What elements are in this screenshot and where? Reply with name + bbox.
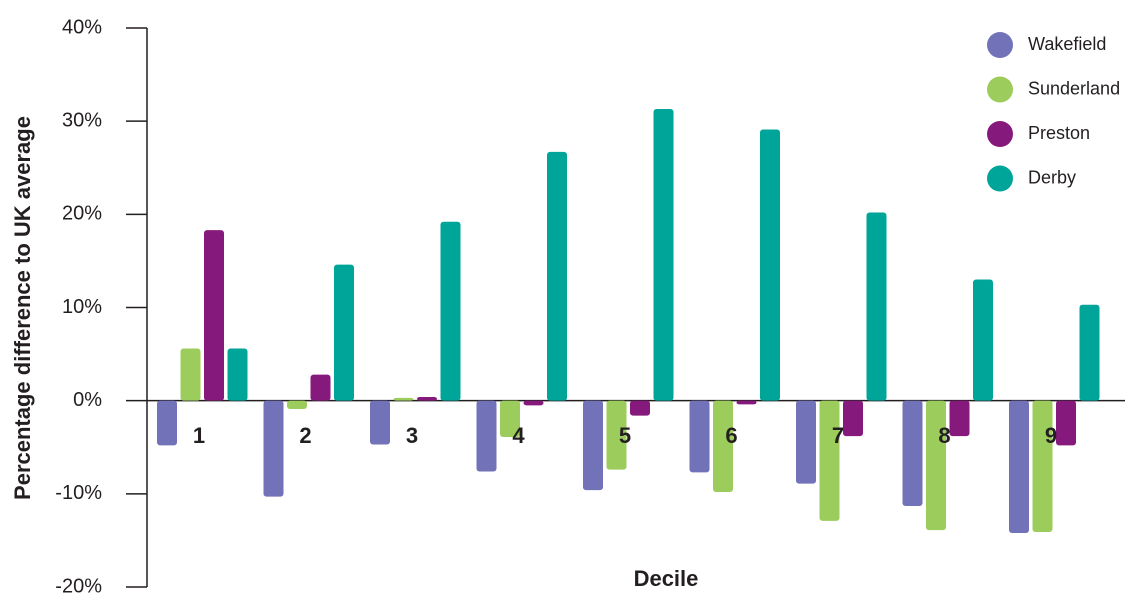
x-tick-label: 2 [299,423,311,448]
legend-marker [987,165,1013,192]
bar [370,400,390,445]
legend-marker [987,76,1013,103]
legend-label: Sunderland [1028,78,1120,98]
x-tick-label: 5 [619,423,631,448]
x-tick-label: 7 [832,423,844,448]
bar [606,400,627,470]
x-tick-label: 3 [406,423,418,448]
bar [866,212,887,401]
y-tick-label: 10% [62,296,102,318]
bar [1079,304,1100,401]
y-tick-label: -20% [55,575,102,597]
y-tick-label: 40% [62,16,102,38]
x-tick-label: 1 [193,423,205,448]
y-tick-label: -10% [55,482,102,504]
bar [1032,400,1053,533]
bar [736,400,757,405]
bar [796,400,816,484]
bar [227,348,248,401]
x-tick-label: 6 [725,423,737,448]
bar [973,279,993,401]
legend-marker [987,121,1013,147]
y-tick-label: 20% [62,203,102,225]
bar [500,400,520,438]
x-tick-label: 9 [1045,423,1057,448]
bar [476,400,497,472]
bar [949,400,970,437]
bar [653,109,674,401]
bar [1056,400,1076,446]
bar [334,264,354,401]
bar [180,348,201,401]
legend-label: Wakefield [1028,34,1106,54]
bar [547,151,567,401]
bar [1009,400,1029,533]
bar [583,400,603,491]
x-axis-title: Decile [634,566,699,591]
y-tick-label: 0% [73,389,102,411]
legend-label: Preston [1028,123,1090,143]
bar [630,400,650,416]
bar [689,400,710,473]
bar [902,400,923,506]
bar [157,400,177,446]
bar [819,400,840,521]
bar [287,400,307,410]
bar [843,400,863,437]
bar [713,400,733,492]
bar [417,396,437,401]
bar [310,374,331,401]
legend-marker [987,32,1013,58]
bar [523,400,544,406]
bar [760,129,780,401]
y-axis-title: Percentage difference to UK average [10,116,35,500]
y-tick-label: 30% [62,109,102,131]
bar [393,397,414,401]
legend-label: Derby [1028,167,1076,187]
bar [440,221,461,401]
bar [204,230,224,401]
bar [926,400,946,531]
bar [263,400,284,497]
x-tick-label: 4 [512,423,525,448]
x-tick-label: 8 [938,423,950,448]
